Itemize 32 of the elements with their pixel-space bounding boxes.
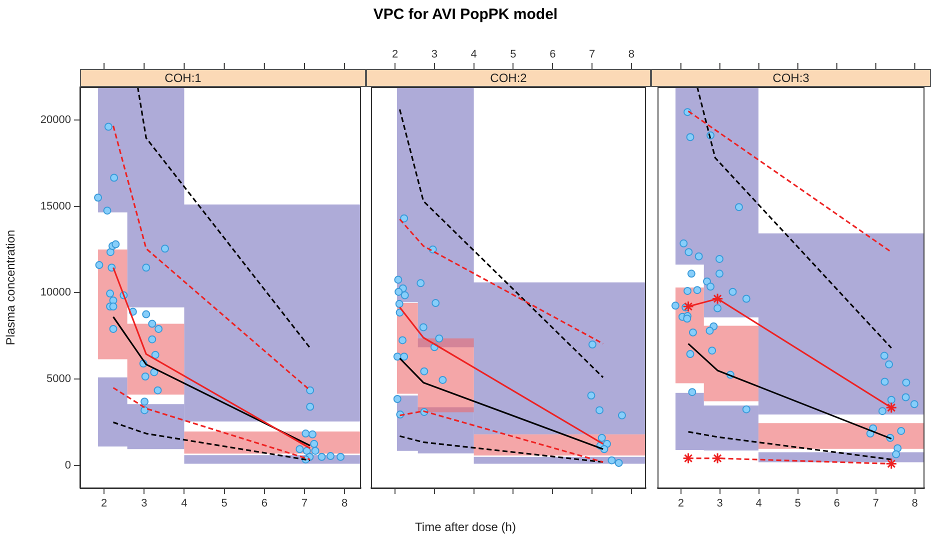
x-axis-title: Time after dose (h) — [414, 520, 517, 534]
x-tick-label: 7 — [301, 498, 308, 510]
x2-tick-label: 4 — [470, 48, 477, 60]
x-tick-label: 6 — [834, 498, 840, 510]
x2-tick-label: 3 — [431, 48, 438, 60]
y-axis-title: Plasma concentration — [4, 230, 18, 346]
y-tick-label: 20000 — [40, 114, 71, 126]
x-tick-label: 3 — [141, 498, 148, 510]
chart-title: COH:1 — [164, 70, 202, 85]
chart-subtitle: VPC for AVI PopPK model — [372, 6, 559, 23]
y-tick-label: 15000 — [40, 200, 71, 212]
x2-tick-label: 7 — [588, 48, 596, 60]
x-tick-label: 2 — [100, 498, 108, 510]
x2-tick-label: 8 — [628, 48, 634, 60]
x-tick-label: 7 — [872, 498, 879, 510]
x-tick-label: 5 — [221, 498, 228, 510]
y-tick-label: 5000 — [46, 373, 71, 386]
chart-title: COH:2 — [490, 70, 528, 85]
x-tick-label: 6 — [261, 498, 268, 510]
chart-title: COH:3 — [772, 70, 810, 85]
x2-tick-label: 6 — [550, 48, 556, 60]
x-tick-label: 4 — [756, 498, 762, 510]
y-tick-label: 0 — [64, 460, 71, 472]
x-tick-label: 5 — [794, 498, 801, 510]
x-tick-label: 4 — [181, 498, 188, 510]
x-tick-label: 8 — [342, 498, 348, 510]
x2-tick-label: 2 — [392, 48, 398, 60]
x2-tick-label: 5 — [510, 48, 516, 60]
x-tick-label: 3 — [716, 498, 723, 510]
y-tick-label: 10000 — [40, 286, 71, 299]
x-tick-label: 8 — [912, 498, 918, 510]
x-tick-label: 2 — [678, 498, 684, 510]
